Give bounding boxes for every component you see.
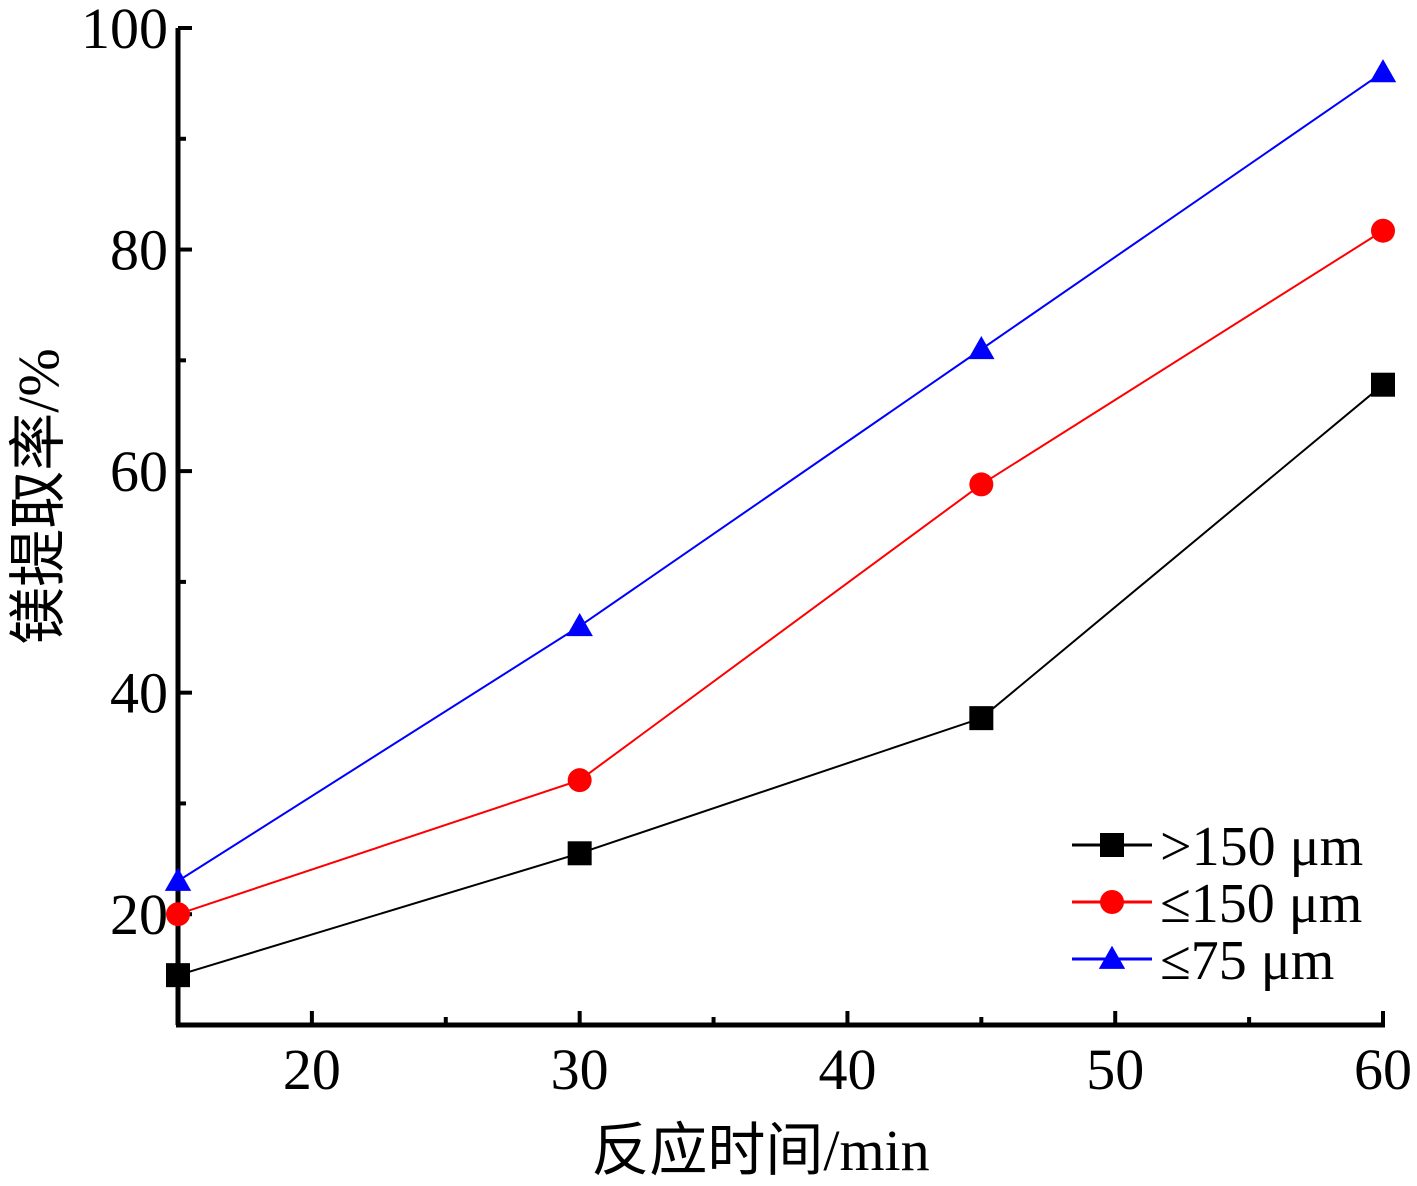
x-tick-label: 50 xyxy=(1086,1037,1144,1102)
legend-marker xyxy=(1100,833,1124,857)
legend-marker xyxy=(1098,945,1126,969)
series-layer xyxy=(164,59,1397,988)
x-tick-label: 30 xyxy=(551,1037,609,1102)
x-tick-label: 60 xyxy=(1354,1037,1412,1102)
series-3 xyxy=(164,59,1397,891)
series-line xyxy=(177,71,1384,882)
y-axis-title: 镁提取率/% xyxy=(6,348,71,644)
data-point xyxy=(1371,372,1395,397)
legend-marker xyxy=(1100,890,1124,914)
y-tick-label: 100 xyxy=(81,0,168,61)
legend-label: >150 μm xyxy=(1160,816,1363,878)
x-axis-title: 反应时间/min xyxy=(591,1118,929,1181)
data-point xyxy=(968,336,995,360)
data-point xyxy=(969,706,994,731)
series-1 xyxy=(166,372,1395,988)
x-tick-label: 20 xyxy=(283,1037,341,1102)
series-line xyxy=(177,383,1384,977)
data-point xyxy=(1369,59,1397,83)
legend-label: ≤75 μm xyxy=(1160,930,1334,992)
x-tick-label: 40 xyxy=(818,1037,876,1102)
data-point xyxy=(969,472,994,497)
data-point xyxy=(164,867,192,891)
data-point xyxy=(567,768,592,793)
y-tick-label: 40 xyxy=(110,661,168,726)
data-point xyxy=(166,902,190,927)
y-tick-label: 20 xyxy=(110,882,168,947)
legend-item: ≤75 μm xyxy=(1072,930,1334,992)
data-point xyxy=(1371,218,1395,243)
legend: >150 μm≤150 μm≤75 μm xyxy=(1072,816,1363,992)
axes: 20 40 60 80 100 20 30 40 50 60 xyxy=(81,0,1412,1102)
y-tick-label: 60 xyxy=(110,439,168,504)
series-2 xyxy=(166,218,1395,927)
data-point xyxy=(567,841,592,866)
y-tick-label: 80 xyxy=(110,218,168,283)
legend-item: ≤150 μm xyxy=(1072,873,1362,935)
legend-label: ≤150 μm xyxy=(1160,873,1362,935)
series-line xyxy=(177,229,1384,916)
data-point xyxy=(166,963,190,988)
data-point xyxy=(566,613,593,637)
legend-item: >150 μm xyxy=(1072,816,1363,878)
